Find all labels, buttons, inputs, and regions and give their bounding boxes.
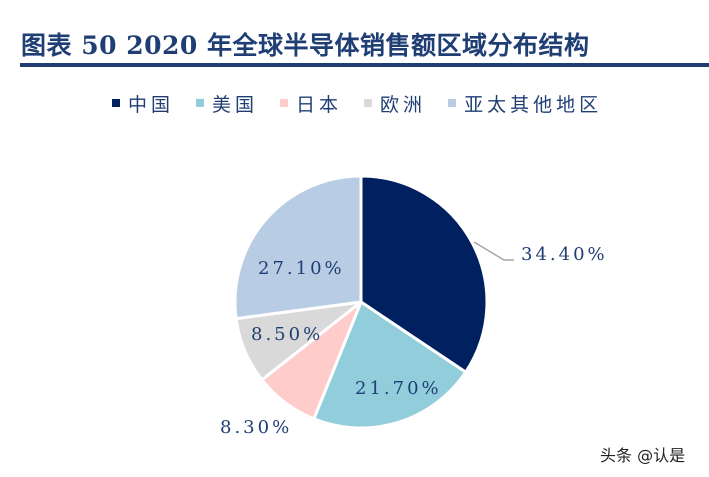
pie-slice-usa	[312, 300, 468, 430]
legend-label: 欧洲	[380, 93, 427, 116]
pie-slice-china	[359, 174, 489, 374]
pie-slice-apac-other	[233, 174, 363, 321]
data-label-china: 34.40%	[521, 244, 608, 265]
data-label-japan: 8.30%	[220, 417, 292, 438]
legend-label: 日本	[296, 93, 343, 116]
legend-label: 美国	[212, 93, 259, 116]
legend-label: 亚太其他地区	[464, 93, 603, 116]
legend-swatch	[448, 99, 457, 107]
watermark: 头条 @认是	[600, 446, 686, 465]
chart-legend: 中国 美国 日本 欧洲 亚太其他地区	[112, 88, 624, 118]
data-label-apac-other: 27.10%	[258, 258, 345, 279]
legend-item-apac-other: 亚太其他地区	[448, 90, 602, 117]
data-label-europe: 8.50%	[251, 324, 323, 345]
title-divider	[20, 63, 709, 67]
legend-swatch	[280, 99, 289, 107]
legend-label: 中国	[128, 93, 175, 116]
figure-title: 图表 50 2020 年全球半导体销售额区域分布结构	[21, 31, 590, 60]
data-label-usa: 21.70%	[355, 378, 442, 399]
pie-slices	[233, 174, 489, 430]
legend-item-usa: 美国	[196, 90, 258, 117]
legend-item-china: 中国	[112, 90, 174, 117]
legend-item-japan: 日本	[280, 90, 342, 117]
legend-swatch	[196, 99, 205, 107]
legend-swatch	[364, 99, 373, 107]
leader-line	[473, 241, 514, 261]
legend-swatch	[112, 99, 120, 107]
legend-item-europe: 欧洲	[364, 90, 426, 117]
